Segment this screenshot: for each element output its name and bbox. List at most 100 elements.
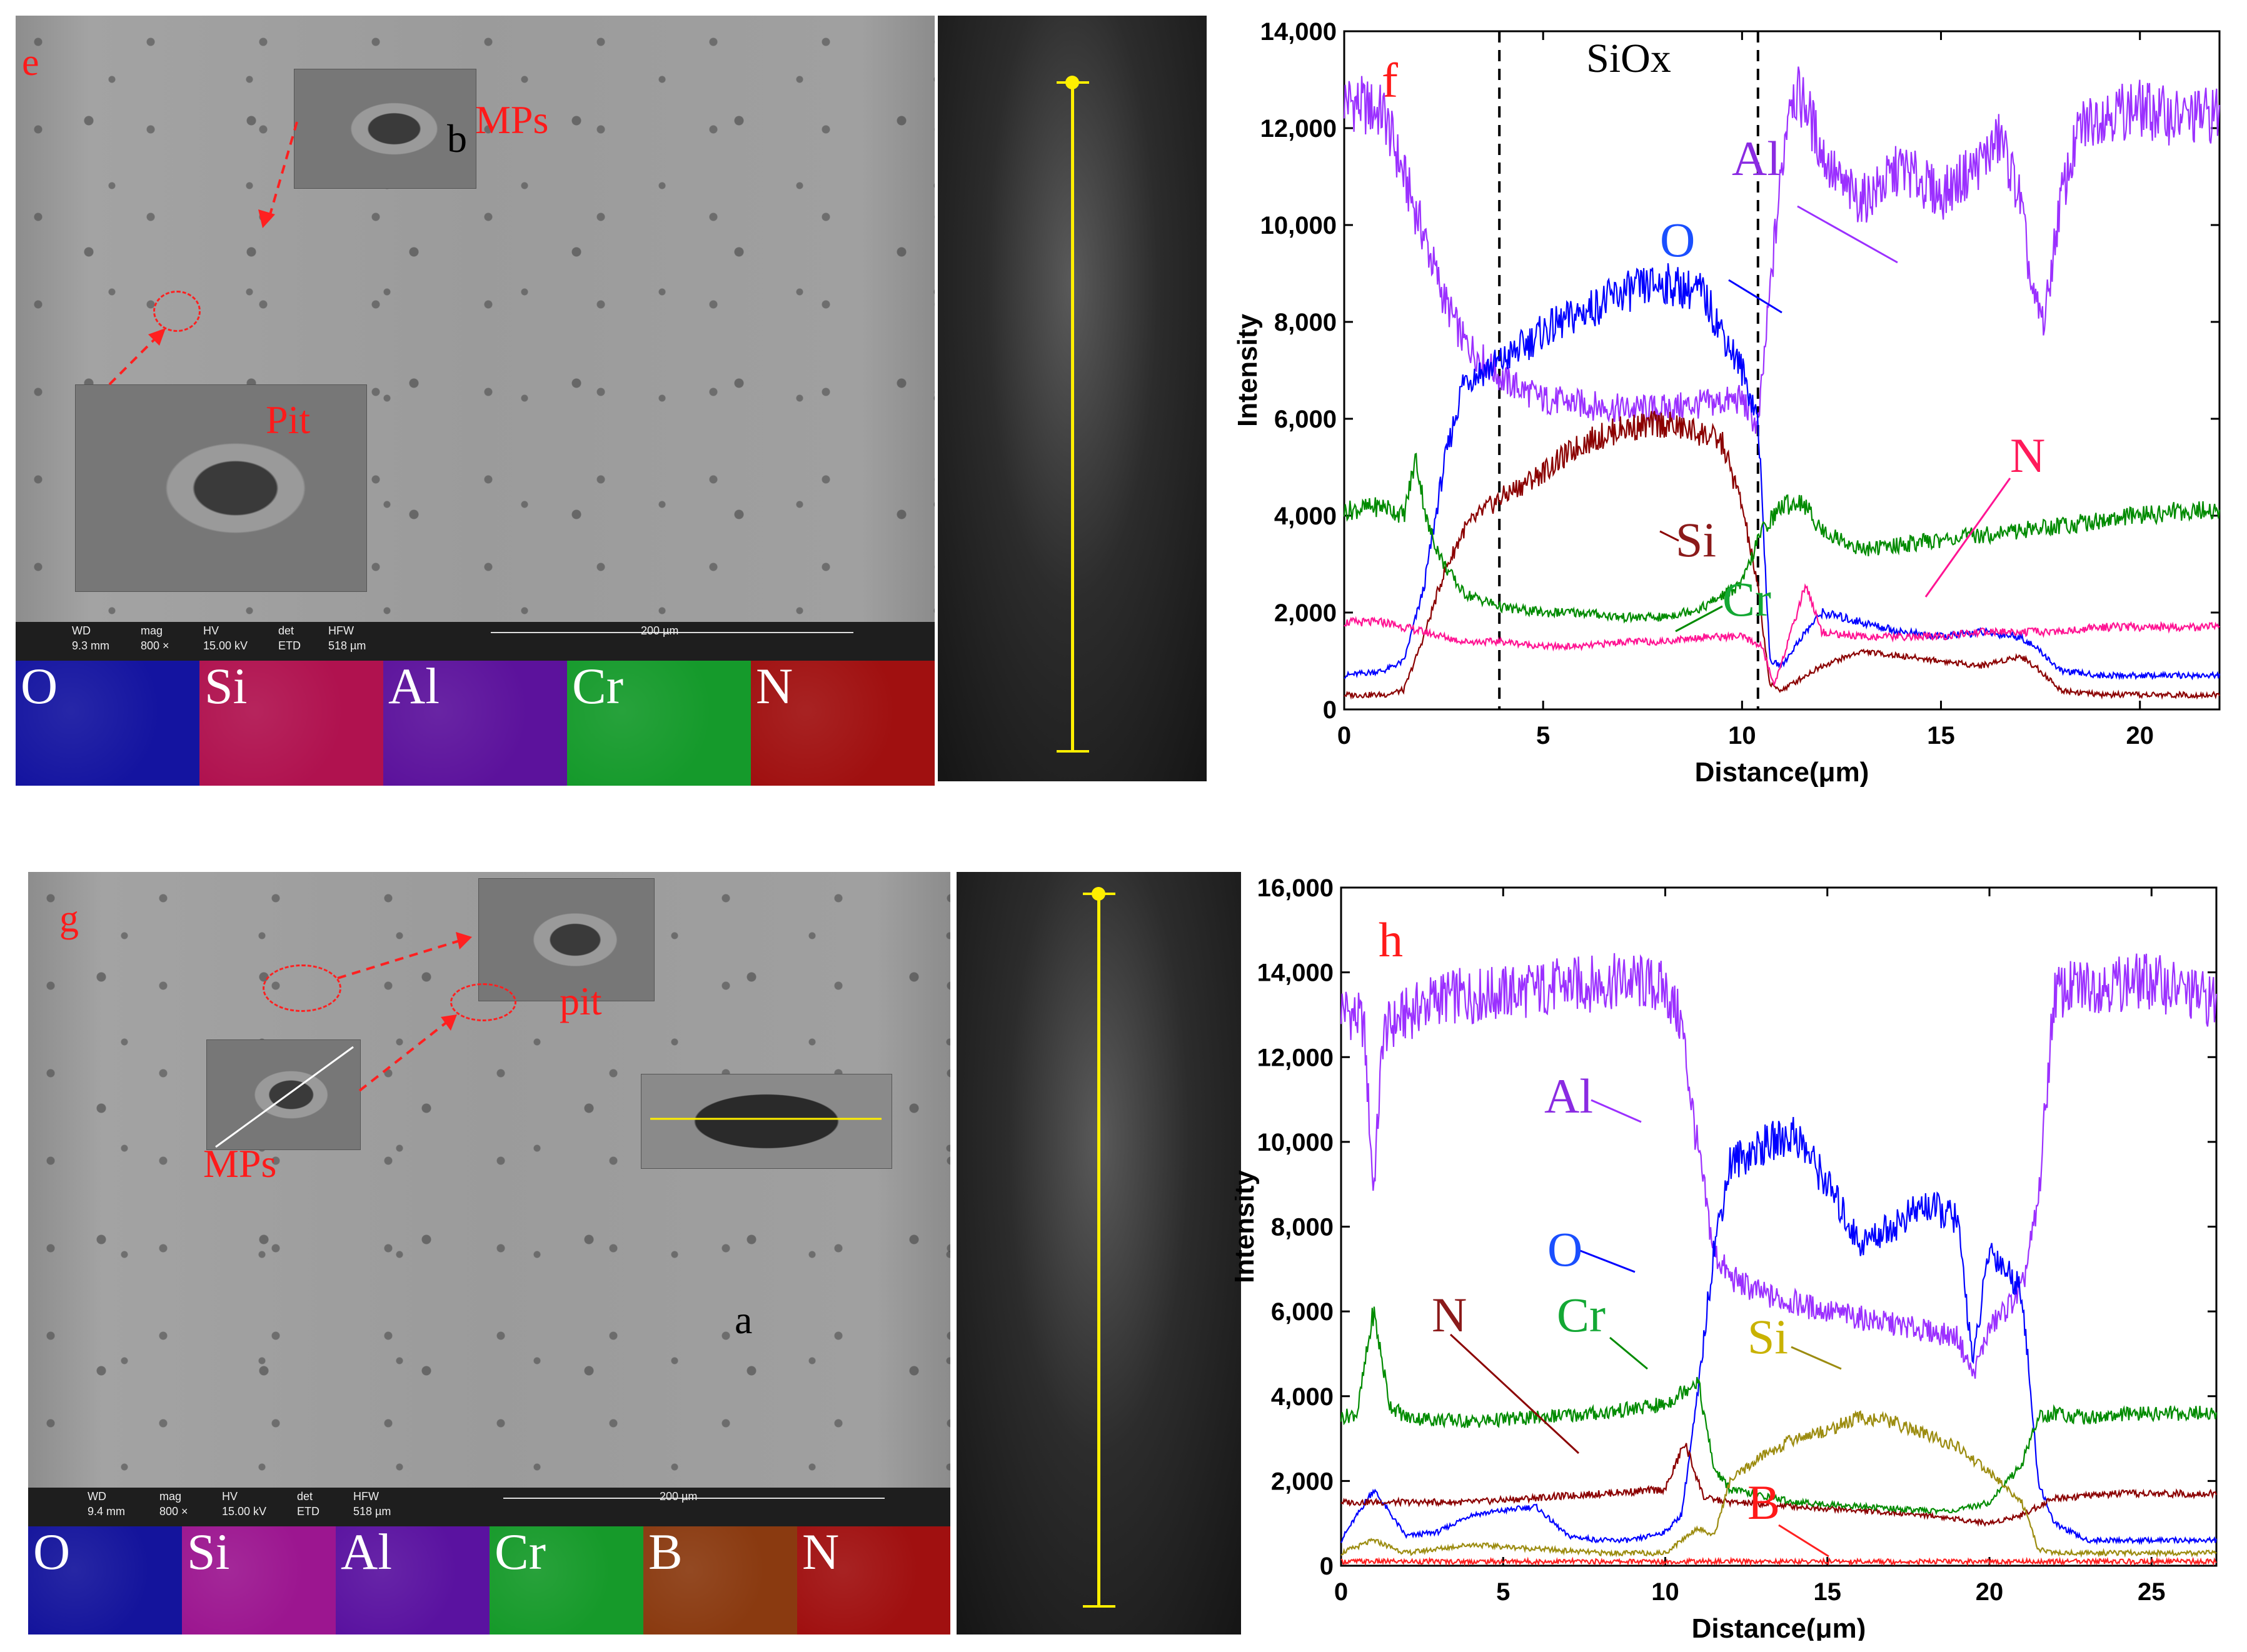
map-e-o: O bbox=[16, 658, 199, 786]
mp-circle-e bbox=[153, 291, 201, 332]
series-label-n: N bbox=[1432, 1288, 1467, 1342]
y-axis-title: Intensity bbox=[1235, 1170, 1260, 1283]
leader-cr bbox=[1675, 605, 1723, 633]
series-label-al: Al bbox=[1732, 131, 1781, 186]
det-value-g: ETD bbox=[297, 1505, 319, 1518]
leader-n bbox=[1924, 478, 2011, 598]
y-tick-label: 10,000 bbox=[1257, 1129, 1334, 1156]
map-g-o: O bbox=[28, 1523, 182, 1634]
leader-n bbox=[1449, 1333, 1580, 1454]
map-label-g-cr: Cr bbox=[495, 1523, 546, 1580]
x-tick-label: 25 bbox=[2138, 1578, 2166, 1606]
x-tick-label: 20 bbox=[1976, 1578, 2004, 1606]
scale-g: 200 µm bbox=[660, 1490, 698, 1503]
arrows-e bbox=[108, 121, 298, 386]
series-line-o bbox=[1340, 1117, 2218, 1546]
y-tick-label: 10,000 bbox=[1260, 212, 1337, 239]
series-line-si bbox=[1340, 1409, 2217, 1558]
mp-circle-g2 bbox=[450, 983, 516, 1021]
wd-title-g: WD bbox=[88, 1490, 106, 1503]
linescan-tick-bottom-g bbox=[1083, 1605, 1115, 1608]
hv-value-e: 15.00 kV bbox=[203, 639, 248, 652]
series-line-b bbox=[1340, 1556, 2217, 1567]
infobar-e: WD 9.3 mm mag 800 × HV 15.00 kV det ETD … bbox=[16, 622, 935, 661]
panel-label: h bbox=[1379, 913, 1403, 967]
map-label-e-al: Al bbox=[388, 658, 440, 714]
inset-pit-e bbox=[75, 384, 367, 592]
leader-si bbox=[1659, 530, 1679, 542]
pit-label-e: Pit bbox=[266, 398, 311, 442]
leader-al bbox=[1797, 205, 1898, 264]
map-label-e-si: Si bbox=[204, 658, 248, 714]
x-tick-label: 10 bbox=[1728, 722, 1756, 749]
scale-e: 200 µm bbox=[641, 624, 679, 637]
x-tick-label: 20 bbox=[2126, 722, 2154, 749]
y-tick-label: 4,000 bbox=[1271, 1383, 1334, 1411]
panel-label-e: e bbox=[22, 41, 39, 84]
map-e-cr: Cr bbox=[567, 658, 751, 786]
hv-value-g: 15.00 kV bbox=[222, 1505, 267, 1518]
det-value-e: ETD bbox=[278, 639, 301, 652]
series-line-o bbox=[1344, 263, 2221, 681]
y-tick-label: 6,000 bbox=[1274, 406, 1337, 433]
linescan-tick-bottom-e bbox=[1057, 750, 1089, 753]
x-tick-label: 0 bbox=[1334, 1578, 1348, 1606]
mps-label-e: MPs bbox=[475, 98, 549, 142]
map-e-al: Al bbox=[383, 658, 567, 786]
footer-e: WD 9.3 mm mag 800 × HV 15.00 kV det ETD … bbox=[16, 622, 935, 786]
leader-cr bbox=[1609, 1336, 1648, 1370]
leader-si bbox=[1791, 1346, 1842, 1370]
map-label-g-si: Si bbox=[187, 1523, 230, 1580]
hfw-value-g: 518 µm bbox=[353, 1505, 391, 1518]
map-label-g-o: O bbox=[33, 1523, 71, 1580]
wd-value-g: 9.4 mm bbox=[88, 1505, 126, 1518]
x-tick-label: 0 bbox=[1337, 722, 1351, 749]
map-e-n: N bbox=[751, 658, 935, 786]
linescan-tick-top-e bbox=[1057, 81, 1089, 84]
hfw-value-e: 518 µm bbox=[328, 639, 366, 652]
arrows-g bbox=[215, 932, 882, 1148]
linescan-line-g bbox=[1097, 893, 1100, 1605]
series-label-al: Al bbox=[1544, 1069, 1593, 1123]
map-label-g-b: B bbox=[648, 1523, 683, 1580]
inset-linescan-g bbox=[641, 1074, 892, 1169]
map-g-si: Si bbox=[182, 1523, 336, 1634]
mag-title-g: mag bbox=[159, 1490, 182, 1503]
maps-g: O Si Al Cr B N bbox=[28, 1523, 950, 1634]
x-tick-label: 15 bbox=[1927, 722, 1955, 749]
det-title-e: det bbox=[278, 624, 294, 637]
x-tick-label: 5 bbox=[1496, 1578, 1510, 1606]
hv-title-g: HV bbox=[222, 1490, 238, 1503]
series-label-si: Si bbox=[1676, 513, 1716, 567]
y-tick-label: 12,000 bbox=[1257, 1044, 1334, 1071]
maps-e: O Si Al Cr N bbox=[16, 658, 935, 786]
map-label-e-n: N bbox=[756, 658, 793, 714]
map-g-b: B bbox=[643, 1523, 797, 1634]
series-line-cr bbox=[1343, 453, 2221, 624]
series-label-si: Si bbox=[1747, 1309, 1788, 1364]
series-label-b: B bbox=[1747, 1475, 1780, 1529]
b-label-e: b bbox=[447, 116, 467, 161]
inset-mps-e bbox=[294, 69, 476, 189]
chart-f: 0 2,000 4,000 6,000 8,000 10,000 12,000 14,000 0… bbox=[1235, 18, 2221, 788]
panel-label-g: g bbox=[59, 898, 79, 940]
y-tick-label: 6,000 bbox=[1271, 1298, 1334, 1326]
sem-image-e: e b MPs Pit bbox=[16, 16, 935, 622]
y-tick-label: 4,000 bbox=[1274, 503, 1337, 530]
wd-title-e: WD bbox=[72, 624, 91, 637]
mag-value-g: 800 × bbox=[159, 1505, 188, 1518]
leader-al bbox=[1591, 1099, 1642, 1123]
series-label-cr: Cr bbox=[1722, 572, 1771, 626]
y-axis-title: Intensity bbox=[1235, 314, 1263, 427]
leader-o bbox=[1578, 1249, 1636, 1273]
mp-circle-g1 bbox=[263, 964, 341, 1012]
det-title-g: det bbox=[297, 1490, 313, 1503]
y-tick-label: 8,000 bbox=[1274, 309, 1337, 336]
hv-title-e: HV bbox=[203, 624, 219, 637]
map-label-g-n: N bbox=[802, 1523, 840, 1580]
leader-o bbox=[1728, 279, 1782, 314]
linescan-tick-top-g bbox=[1083, 893, 1115, 895]
hfw-title-g: HFW bbox=[353, 1490, 379, 1503]
y-tick-label: 2,000 bbox=[1274, 599, 1337, 627]
series-line-cr bbox=[1340, 1306, 2218, 1516]
